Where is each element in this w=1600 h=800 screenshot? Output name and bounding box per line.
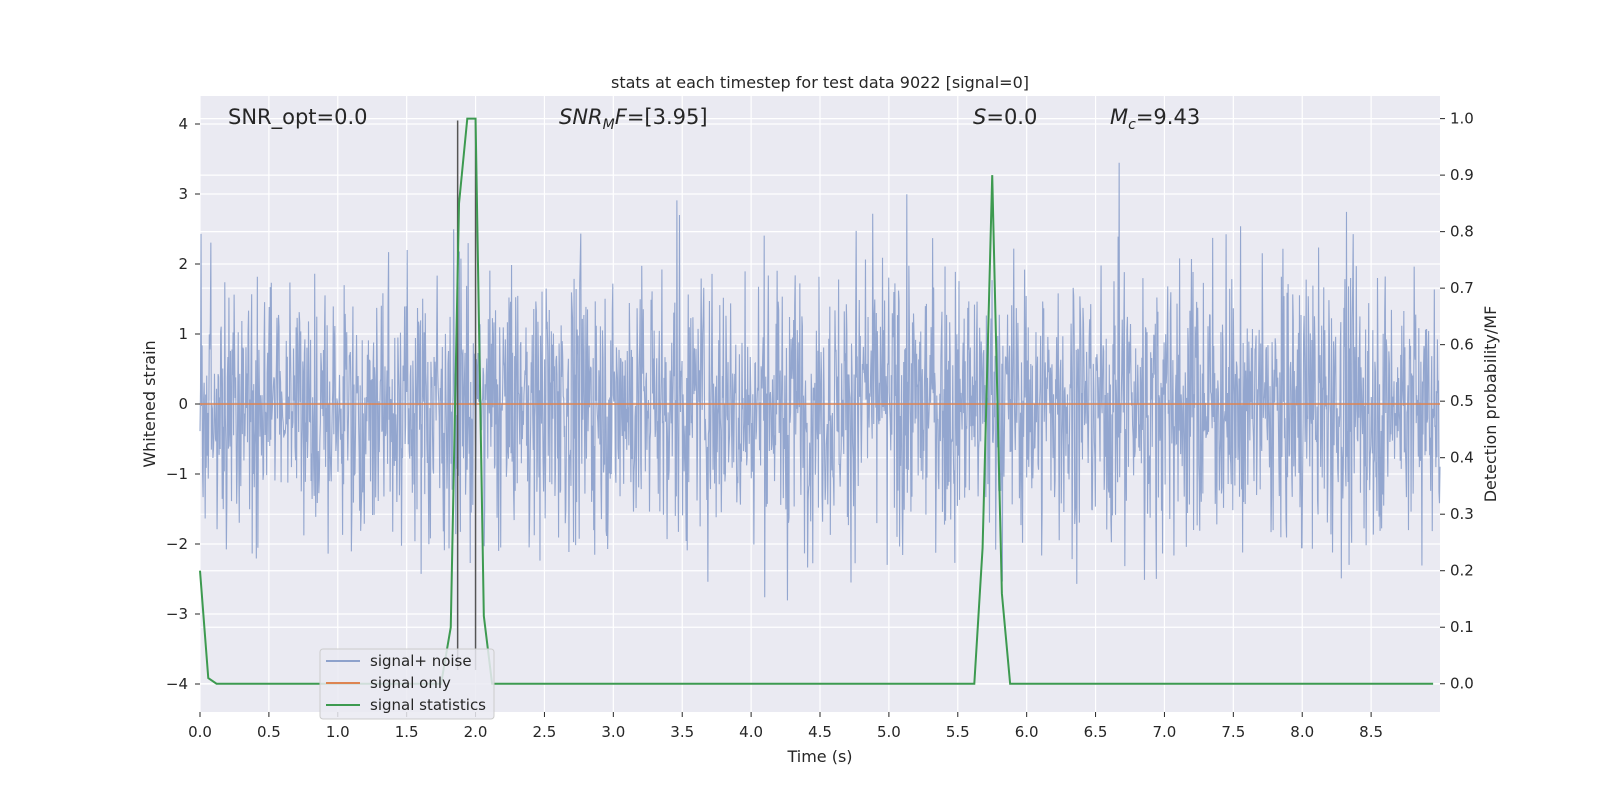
x-tick-label: 2.0 — [464, 723, 488, 741]
s-rest: =0.0 — [986, 105, 1037, 129]
x-tick-label: 4.5 — [808, 723, 832, 741]
right-tick-label: 0.2 — [1450, 562, 1474, 580]
mc-base: M — [1110, 105, 1128, 129]
left-tick-label: −1 — [166, 465, 188, 483]
legend-label-signal-only: signal only — [370, 674, 451, 692]
x-tick-label: 7.5 — [1221, 723, 1245, 741]
legend: signal+ noise signal only signal statist… — [319, 648, 495, 720]
legend-box — [319, 648, 495, 720]
left-axis-label: Whitened strain — [140, 340, 159, 467]
x-tick-label: 3.0 — [601, 723, 625, 741]
x-tick-label: 8.0 — [1290, 723, 1314, 741]
left-axis-ticks: −4 −3 −2 −1 0 1 2 3 4 — [166, 115, 200, 693]
snr-mf-sub: M — [603, 117, 615, 133]
right-tick-label: 0.7 — [1450, 279, 1474, 297]
x-tick-label: 7.0 — [1153, 723, 1177, 741]
vertical-markers — [456, 120, 477, 670]
x-tick-label: 4.0 — [739, 723, 763, 741]
left-tick-label: −3 — [166, 605, 188, 623]
x-tick-label: 6.5 — [1084, 723, 1108, 741]
left-tick-label: 1 — [178, 325, 188, 343]
left-tick-label: −4 — [166, 675, 188, 693]
x-tick-label: 6.0 — [1015, 723, 1039, 741]
right-tick-label: 0.1 — [1450, 618, 1474, 636]
right-tick-label: 0.4 — [1450, 449, 1474, 467]
mc-rest: =9.43 — [1136, 105, 1200, 129]
right-axis-label: Detection probability/MF — [1481, 306, 1500, 503]
x-tick-label: 0.0 — [188, 723, 212, 741]
x-tick-label: 3.5 — [670, 723, 694, 741]
right-tick-label: 0.8 — [1450, 223, 1474, 241]
x-tick-label: 8.5 — [1359, 723, 1383, 741]
right-tick-label: 0.0 — [1450, 675, 1474, 693]
snr-mf-rest: F=[3.95] — [615, 105, 708, 129]
right-tick-label: 0.3 — [1450, 505, 1474, 523]
x-tick-label: 1.5 — [395, 723, 419, 741]
right-tick-label: 0.6 — [1450, 336, 1474, 354]
chart-title: stats at each timestep for test data 902… — [611, 73, 1029, 92]
left-tick-label: 3 — [178, 185, 188, 203]
x-axis-ticks: 0.0 0.5 1.0 1.5 2.0 2.5 3.0 3.5 4.0 4.5 5.0 5.5 6.0 6… — [188, 712, 1383, 741]
annotation-snr-mf: SNRMF=[3.95] — [559, 105, 708, 133]
x-tick-label: 1.0 — [326, 723, 350, 741]
left-tick-label: 4 — [178, 115, 188, 133]
annotation-snr-opt: SNR_opt=0.0 — [228, 105, 368, 130]
noise-series — [199, 162, 1441, 601]
x-tick-label: 5.0 — [877, 723, 901, 741]
legend-label-noise: signal+ noise — [370, 652, 472, 670]
legend-label-signal-statistics: signal statistics — [370, 696, 486, 714]
right-tick-label: 1.0 — [1450, 110, 1474, 128]
s-base: S — [973, 105, 986, 129]
mc-sub: c — [1128, 117, 1136, 133]
right-axis-ticks: 0.0 0.1 0.2 0.3 0.4 0.5 0.6 0.7 0.8 0.9 1.0 — [1440, 110, 1474, 693]
right-tick-label: 0.5 — [1450, 392, 1474, 410]
left-tick-label: 0 — [178, 395, 188, 413]
annotation-s: S=0.0 — [973, 105, 1037, 129]
x-tick-label: 5.5 — [946, 723, 970, 741]
x-axis-label: Time (s) — [786, 747, 852, 766]
left-tick-label: −2 — [166, 535, 188, 553]
noise-line — [199, 162, 1441, 601]
x-tick-label: 2.5 — [533, 723, 557, 741]
snr-mf-base: SNR — [559, 105, 603, 129]
annotation-mc: Mc=9.43 — [1110, 105, 1200, 133]
right-tick-label: 0.9 — [1450, 166, 1474, 184]
left-tick-label: 2 — [178, 255, 188, 273]
x-tick-label: 0.5 — [257, 723, 281, 741]
